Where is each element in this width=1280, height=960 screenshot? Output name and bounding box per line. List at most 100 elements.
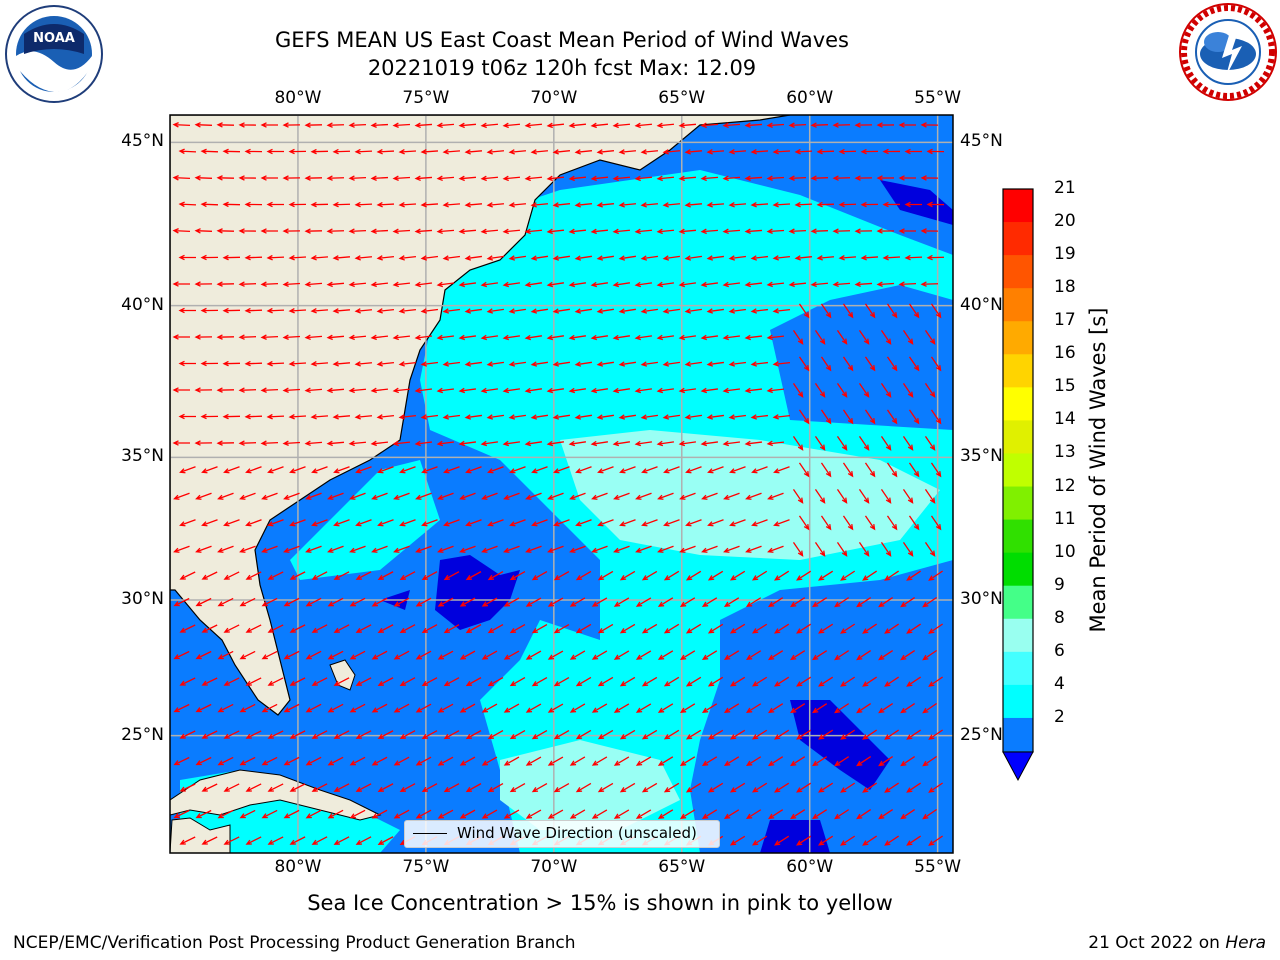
colorbar-tick-label: 17 xyxy=(1054,310,1076,331)
wave-direction-arrow xyxy=(172,122,191,128)
wave-direction-arrow xyxy=(509,519,526,527)
wave-direction-arrow xyxy=(679,492,696,500)
wave-direction-arrow xyxy=(701,597,718,607)
wave-direction-arrow xyxy=(723,703,740,714)
wave-direction-arrow xyxy=(700,175,719,182)
wave-direction-arrow xyxy=(840,835,856,846)
wave-direction-arrow xyxy=(195,597,212,607)
wave-direction-arrow xyxy=(596,361,615,367)
wave-direction-arrow xyxy=(816,201,835,208)
wave-direction-arrow xyxy=(612,228,631,235)
wave-direction-arrow xyxy=(884,570,900,581)
wave-direction-arrow xyxy=(311,836,328,845)
wave-direction-arrow xyxy=(464,308,483,314)
wave-direction-arrow xyxy=(596,414,615,420)
wave-direction-arrow xyxy=(898,122,917,128)
wave-direction-arrow xyxy=(222,201,241,208)
wave-direction-arrow xyxy=(678,175,697,182)
wave-direction-arrow xyxy=(745,545,762,553)
wave-direction-arrow xyxy=(641,570,658,581)
wave-direction-arrow xyxy=(767,650,784,661)
wave-direction-arrow xyxy=(878,756,894,767)
wave-direction-arrow xyxy=(722,440,741,447)
wave-direction-arrow xyxy=(920,122,939,128)
wave-direction-arrow xyxy=(238,334,257,340)
wave-direction-arrow xyxy=(728,255,747,261)
wave-direction-arrow xyxy=(420,361,439,367)
wave-direction-arrow xyxy=(634,175,653,182)
wave-direction-arrow xyxy=(414,387,433,394)
wave-direction-arrow xyxy=(266,201,285,208)
wave-direction-arrow xyxy=(906,676,922,687)
wave-direction-arrow xyxy=(928,570,943,581)
footer-date-text: 21 Oct 2022 on xyxy=(1088,933,1226,953)
wave-direction-arrow xyxy=(924,489,936,504)
wave-direction-arrow xyxy=(503,650,520,660)
wave-direction-arrow xyxy=(842,303,854,319)
wave-direction-arrow xyxy=(288,201,307,208)
colorbar-tick-label: 10 xyxy=(1054,541,1076,562)
wave-direction-arrow xyxy=(377,519,394,527)
wave-direction-arrow xyxy=(619,570,636,581)
wave-direction-arrow xyxy=(547,492,564,500)
wave-direction-arrow xyxy=(524,281,543,288)
wave-direction-arrow xyxy=(267,677,284,686)
wave-direction-arrow xyxy=(745,650,762,661)
wave-direction-arrow xyxy=(223,571,240,580)
wave-direction-arrow xyxy=(304,175,323,181)
wave-direction-arrow xyxy=(908,515,920,531)
wave-direction-arrow xyxy=(524,228,543,235)
wave-direction-arrow xyxy=(842,462,854,478)
wave-direction-arrow xyxy=(597,519,614,527)
wave-direction-arrow xyxy=(862,729,878,740)
wave-direction-arrow xyxy=(619,729,636,740)
wave-direction-arrow xyxy=(332,414,351,420)
wave-direction-arrow xyxy=(876,122,895,128)
wave-direction-arrow xyxy=(392,281,411,288)
wave-direction-arrow xyxy=(635,597,652,607)
legend-line-sample xyxy=(413,833,447,834)
wave-direction-arrow xyxy=(790,809,806,820)
wave-direction-arrow xyxy=(886,356,898,372)
wave-direction-arrow xyxy=(678,281,697,288)
lon-label-top: 70°W xyxy=(530,88,578,108)
wave-direction-arrow xyxy=(436,440,455,447)
lon-label-top: 80°W xyxy=(274,88,322,108)
wave-direction-arrow xyxy=(195,650,212,660)
wave-direction-arrow xyxy=(685,623,702,634)
wave-direction-arrow xyxy=(354,414,373,420)
wave-direction-arrow xyxy=(568,440,587,447)
wave-direction-arrow xyxy=(216,440,235,446)
wave-direction-arrow xyxy=(437,492,454,500)
colorbar-tick-label: 6 xyxy=(1054,640,1065,661)
wave-direction-arrow xyxy=(722,228,741,235)
wave-direction-arrow xyxy=(503,545,520,553)
wave-direction-arrow xyxy=(635,492,652,500)
wave-direction-arrow xyxy=(377,783,394,792)
wave-direction-arrow xyxy=(679,597,696,607)
wave-direction-arrow xyxy=(635,545,652,553)
wave-direction-arrow xyxy=(547,703,564,713)
wave-direction-arrow xyxy=(481,545,498,553)
wave-direction-arrow xyxy=(260,281,279,287)
wave-direction-arrow xyxy=(283,756,300,766)
wave-direction-arrow xyxy=(502,281,521,288)
wave-direction-arrow xyxy=(744,122,763,129)
wave-direction-arrow xyxy=(179,730,196,739)
wave-direction-arrow xyxy=(678,334,697,341)
wave-direction-arrow xyxy=(244,413,263,420)
wave-direction-arrow xyxy=(836,542,848,557)
wave-direction-arrow xyxy=(399,466,416,474)
wave-direction-arrow xyxy=(222,307,241,314)
wave-direction-arrow xyxy=(376,148,395,155)
wave-direction-arrow xyxy=(590,281,609,288)
wave-direction-arrow xyxy=(723,597,740,608)
wave-direction-arrow xyxy=(283,650,300,660)
wave-direction-arrow xyxy=(415,809,432,819)
wave-direction-arrow xyxy=(884,623,900,634)
wave-direction-arrow xyxy=(326,281,345,288)
colorbar-band xyxy=(1003,519,1033,554)
wave-direction-arrow xyxy=(305,809,322,819)
wave-direction-arrow xyxy=(640,255,659,261)
wave-direction-arrow xyxy=(530,361,549,367)
